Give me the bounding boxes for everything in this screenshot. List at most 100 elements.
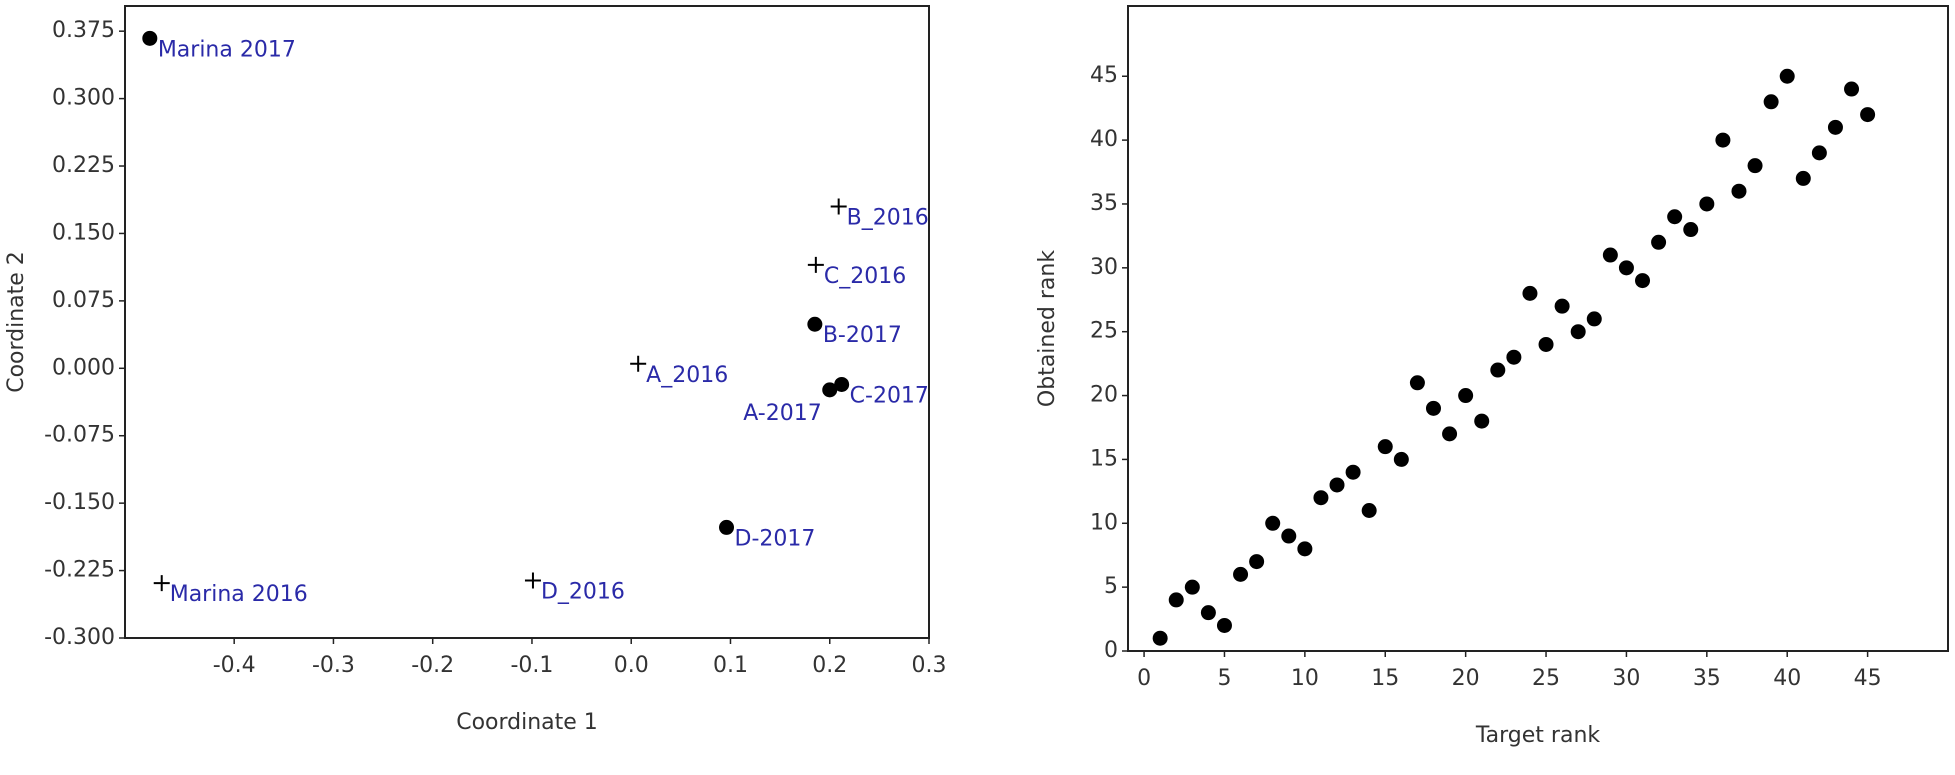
x-tick-label: 0.2: [812, 653, 847, 678]
plus-point: [153, 575, 170, 592]
x-tick-label: 35: [1693, 666, 1721, 691]
plus-point: [630, 355, 647, 372]
x-tick-label: -0.1: [510, 653, 553, 678]
circle-point: [1811, 145, 1827, 161]
y-tick-label: 0: [1104, 638, 1118, 663]
point-label: C_2016: [824, 264, 906, 289]
circle-point: [142, 30, 158, 46]
circle-point: [1522, 285, 1538, 301]
y-tick-label: 10: [1090, 510, 1118, 535]
plus-point: [807, 256, 824, 273]
y-tick-label: 5: [1104, 574, 1118, 599]
circle-point: [1200, 605, 1216, 621]
circle-point: [1747, 158, 1763, 174]
y-tick-label: 0.375: [52, 18, 115, 43]
y-tick-label: -0.300: [44, 625, 115, 650]
y-tick-label: 25: [1090, 319, 1118, 344]
circle-point: [1216, 617, 1232, 633]
circle-point: [1699, 196, 1715, 212]
y-tick-label: 0.075: [52, 288, 115, 313]
x-tick-label: 45: [1854, 666, 1882, 691]
circle-point: [719, 519, 735, 535]
circle-point: [1779, 68, 1795, 84]
x-tick-label: 0.3: [912, 653, 947, 678]
x-axis-title: Target rank: [1475, 723, 1601, 748]
circle-point: [1281, 528, 1297, 544]
x-tick-label: 30: [1612, 666, 1640, 691]
circle-point: [1635, 273, 1651, 289]
x-tick-label: 15: [1371, 666, 1399, 691]
circle-point: [1233, 566, 1249, 582]
y-tick-label: 0.300: [52, 86, 115, 111]
circle-point: [1393, 451, 1409, 467]
circle-point: [1297, 541, 1313, 557]
circle-point: [1442, 426, 1458, 442]
y-tick-label: -0.150: [44, 490, 115, 515]
point-label: B_2016: [847, 205, 929, 230]
circle-point: [807, 316, 823, 332]
point-label: A_2016: [646, 363, 728, 388]
x-tick-label: -0.4: [213, 653, 256, 678]
circle-point: [1683, 222, 1699, 238]
plot-frame: [124, 5, 930, 639]
point-label: B-2017: [823, 323, 902, 348]
x-tick-label: 20: [1452, 666, 1480, 691]
point-label: Marina 2016: [170, 582, 308, 607]
plus-point: [524, 572, 541, 589]
circle-point: [1651, 234, 1667, 250]
x-tick-label: 40: [1773, 666, 1801, 691]
y-tick-label: 35: [1090, 191, 1118, 216]
y-axis-title: Coordinate 2: [4, 251, 29, 393]
circle-point: [1474, 413, 1490, 429]
circle-point: [1844, 81, 1860, 97]
y-tick-label: 20: [1090, 383, 1118, 408]
point-label: A-2017: [743, 401, 822, 426]
circle-point: [1458, 388, 1474, 404]
point-label: Marina 2017: [158, 37, 296, 62]
x-axis-title: Coordinate 1: [456, 710, 598, 735]
circle-point: [1377, 439, 1393, 455]
circle-point: [1763, 94, 1779, 110]
circle-point: [1731, 183, 1747, 199]
circle-point: [1860, 107, 1876, 123]
x-tick-label: 0.1: [713, 653, 748, 678]
x-tick-label: 0: [1137, 666, 1151, 691]
x-tick-label: 10: [1291, 666, 1319, 691]
circle-point: [1795, 170, 1811, 186]
point-label: C-2017: [850, 383, 929, 408]
x-tick-label: 0.0: [614, 653, 649, 678]
circle-point: [1425, 400, 1441, 416]
y-tick-label: -0.075: [44, 423, 115, 448]
point-label: D_2016: [541, 579, 625, 604]
y-tick-label: 45: [1090, 63, 1118, 88]
y-tick-label: 0.150: [52, 220, 115, 245]
plot-frame: [1127, 5, 1949, 652]
circle-point: [1249, 554, 1265, 570]
circle-point: [1586, 311, 1602, 327]
y-tick-label: -0.225: [44, 558, 115, 583]
plus-point: [830, 198, 847, 215]
circle-point: [1345, 464, 1361, 480]
circle-point: [1667, 209, 1683, 225]
circle-point: [822, 382, 838, 398]
circle-point: [1618, 260, 1634, 276]
circle-point: [834, 376, 850, 392]
point-label: D-2017: [735, 526, 816, 551]
circle-point: [1168, 592, 1184, 608]
y-tick-label: 15: [1090, 446, 1118, 471]
y-tick-label: 30: [1090, 255, 1118, 280]
y-axis-title: Obtained rank: [1035, 250, 1060, 407]
circle-point: [1827, 119, 1843, 135]
y-tick-label: 0.225: [52, 153, 115, 178]
circle-point: [1490, 362, 1506, 378]
circle-point: [1329, 477, 1345, 493]
circle-point: [1570, 324, 1586, 340]
circle-point: [1184, 579, 1200, 595]
circle-point: [1602, 247, 1618, 263]
circle-point: [1152, 630, 1168, 646]
circle-point: [1313, 490, 1329, 506]
circle-point: [1361, 503, 1377, 519]
x-tick-label: 5: [1217, 666, 1231, 691]
circle-point: [1715, 132, 1731, 148]
